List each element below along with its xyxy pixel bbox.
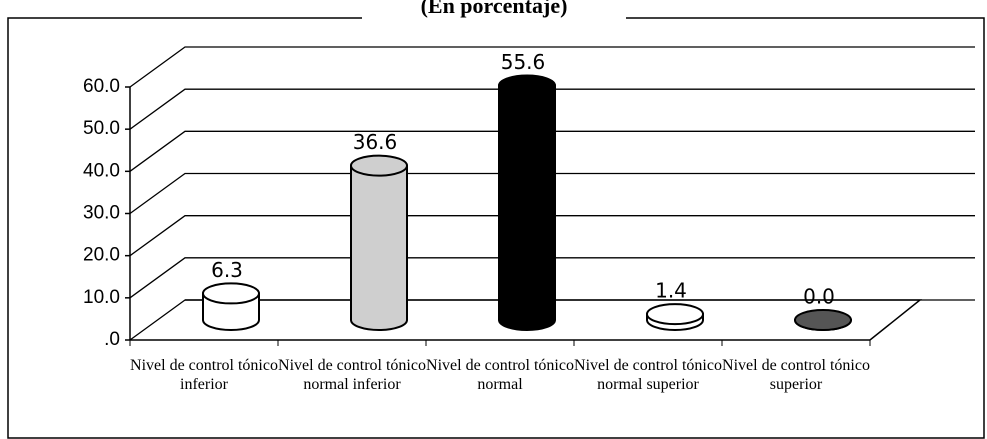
y-tick-label: .0	[104, 329, 120, 350]
y-tick-label: 60.0	[83, 76, 120, 97]
bar	[350, 164, 408, 331]
y-tick-label: 50.0	[83, 118, 120, 139]
bar	[498, 84, 556, 331]
y-tick-label: 30.0	[83, 203, 120, 224]
grid-line	[129, 130, 975, 172]
x-tick-label: Nivel de control tónico normal	[426, 357, 574, 393]
bar-top	[350, 154, 408, 177]
bar-top	[498, 74, 556, 97]
y-tick-label: 40.0	[83, 160, 120, 181]
x-tick-label: Nivel de control tónico superior	[722, 357, 870, 393]
title-bg	[362, 0, 626, 20]
grid-line	[129, 215, 975, 257]
grid-line	[129, 46, 975, 88]
bar-top	[202, 282, 260, 305]
chart-title: (En porcentaje)	[421, 0, 568, 18]
grid-line	[129, 257, 975, 299]
grid-line	[129, 172, 975, 215]
x-tick-label: Nivel de control tónico inferior	[130, 357, 278, 393]
y-tick-label: 20.0	[83, 245, 120, 266]
value-label: 0.0	[803, 285, 835, 309]
value-label: 6.3	[211, 258, 243, 282]
value-label: 36.6	[353, 130, 398, 154]
x-tick-label: Nivel de control tónico normal superior	[574, 357, 722, 393]
value-label: 1.4	[655, 279, 687, 303]
grid-line	[129, 299, 975, 341]
bar-top	[646, 303, 704, 326]
grid-line	[129, 88, 975, 130]
value-label: 55.6	[501, 50, 546, 74]
x-tick-label: Nivel de control tónico normal inferior	[278, 357, 426, 393]
y-tick-label: 10.0	[83, 287, 120, 308]
bar-top	[794, 309, 852, 331]
